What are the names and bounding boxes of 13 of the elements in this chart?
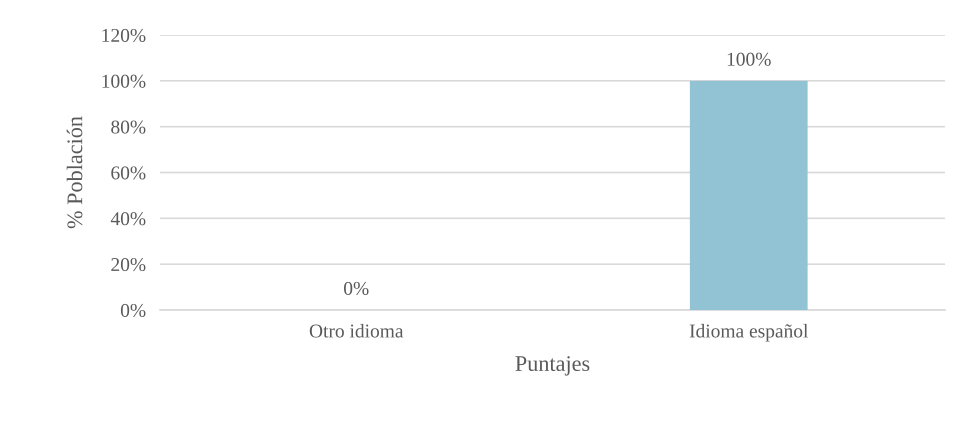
data-label: 100% bbox=[728, 52, 771, 66]
y-tick-label: 100% bbox=[102, 74, 146, 88]
data-label: 0% bbox=[344, 282, 369, 296]
y-tick-label: 40% bbox=[110, 212, 146, 226]
y-axis-title: % Población bbox=[66, 116, 82, 228]
y-tick-label: 20% bbox=[111, 258, 146, 272]
y-tick-label: 60% bbox=[111, 166, 146, 180]
x-axis-title: Puntajes bbox=[515, 356, 590, 376]
y-tick-label: 120% bbox=[102, 28, 146, 42]
x-tick-label: Idioma español bbox=[690, 324, 808, 342]
y-tick-label: 80% bbox=[111, 120, 146, 134]
y-tick-label: 0% bbox=[120, 304, 146, 317]
x-tick-label: Otro idioma bbox=[310, 324, 404, 338]
